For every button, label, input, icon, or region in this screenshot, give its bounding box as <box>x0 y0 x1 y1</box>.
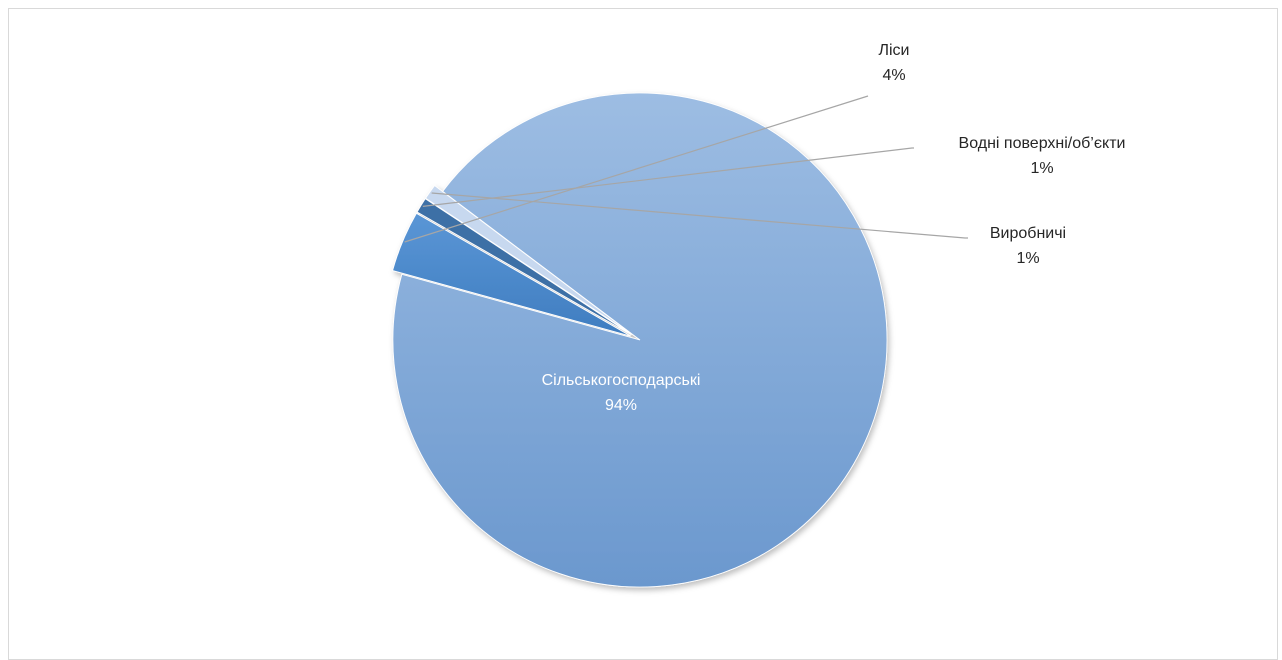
leader-line-2 <box>422 147 914 207</box>
pie-slice-1 <box>392 212 631 337</box>
pie-slice-3 <box>425 185 633 335</box>
slice-category-label: Ліси <box>879 42 910 59</box>
pie-slice-0 <box>392 92 888 588</box>
leader-line-3 <box>431 192 968 239</box>
pie-slice-2 <box>416 198 632 336</box>
slice-value-label: 4% <box>882 67 905 84</box>
slice-category-label: Виробничі <box>990 225 1066 242</box>
leader-line-1 <box>404 95 869 243</box>
slice-value-label: 94% <box>605 397 637 414</box>
slice-category-label: Водні поверхні/об’єкти <box>959 135 1126 152</box>
slice-value-label: 1% <box>1016 250 1039 267</box>
slice-category-label: Сільськогосподарські <box>542 372 701 389</box>
slice-value-label: 1% <box>1030 160 1053 177</box>
